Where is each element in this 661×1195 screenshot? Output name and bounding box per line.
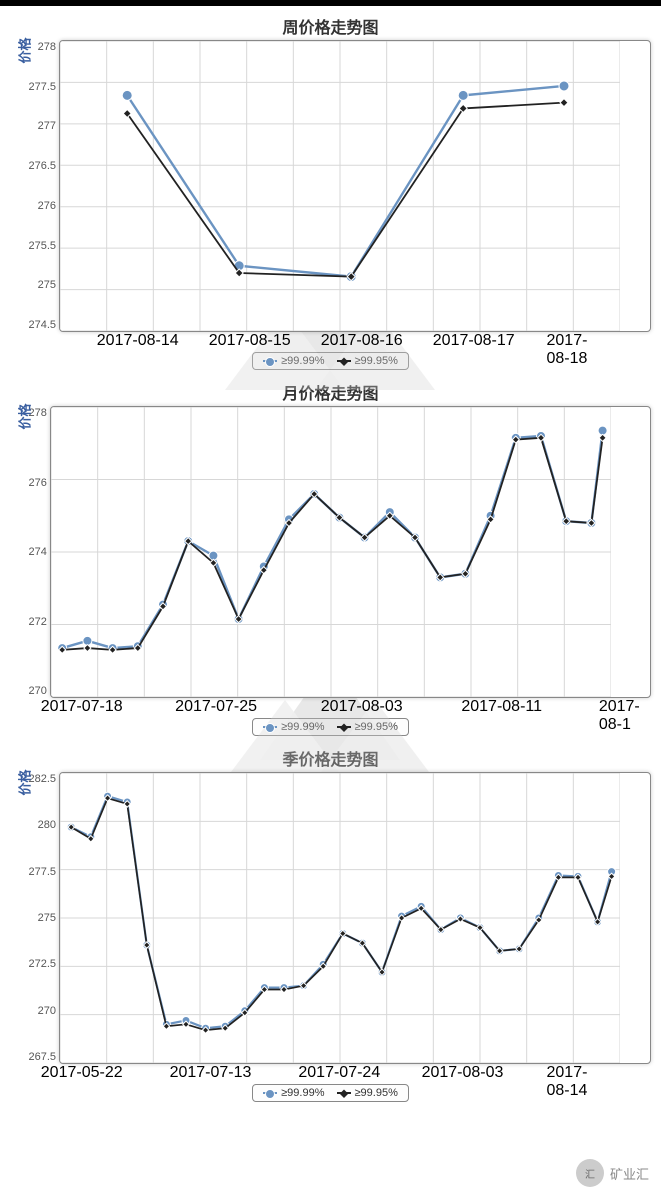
page-root: 矿业汇 MINING SINK 矿业汇 MINING SINK 周价格走势图 价… [0, 0, 661, 1195]
chart-title: 季价格走势图 [11, 746, 651, 770]
ytick-label: 270 [38, 1005, 56, 1017]
ytick-label: 275 [38, 279, 56, 291]
charts-container: 周价格走势图 价格 278 277.5 277 276.5 276 275.5 275 274… [0, 14, 661, 1102]
legend-item: ≥99.99% [263, 721, 324, 733]
chart-quarterly: 季价格走势图 价格 282.5280277.5275272.5270267.5 … [11, 746, 651, 1102]
legend-label: ≥99.95% [355, 721, 398, 733]
plot-wrap: 价格 278 277.5 277 276.5 276 275.5 275 274.5 [11, 40, 651, 332]
plot-area [59, 772, 650, 1064]
xtick-label: 2017-05-22 [41, 1064, 123, 1082]
ytick-label: 276 [38, 200, 56, 212]
legend-label: ≥99.99% [281, 721, 324, 733]
ytick-label: 277.5 [29, 866, 57, 878]
xtick-label: 2017-08-16 [321, 332, 403, 350]
xtick-label: 2017-08-17 [433, 332, 515, 350]
ytick-column: 282.5280277.5275272.5270267.5 [29, 773, 60, 1063]
ytick-label: 272.5 [29, 958, 57, 970]
y-axis-label: 价格 [11, 407, 29, 697]
xtick-label: 2017-07-13 [170, 1064, 252, 1082]
y-axis-label: 价格 [11, 773, 29, 1063]
xtick-label: 2017-08-03 [422, 1064, 504, 1082]
legend-label: ≥99.95% [355, 1087, 398, 1099]
ytick-column: 278 277.5 277 276.5 276 275.5 275 274.5 [29, 41, 60, 331]
ytick-label: 278 [38, 41, 56, 53]
ytick-label: 272 [29, 616, 47, 628]
xtick-label: 2017-08-03 [321, 698, 403, 716]
xtick-label: 2017-07-24 [298, 1064, 380, 1082]
footer-attribution: 汇 矿业汇 [576, 1159, 649, 1187]
xtick-label: 2017-08-18 [547, 332, 603, 368]
legend: ≥99.99% ≥99.95% [252, 352, 409, 370]
plot-wrap: 价格 278276274272270 [11, 406, 651, 698]
legend-item: ≥99.95% [337, 1087, 398, 1099]
xtick-label: 2017-07-18 [41, 698, 123, 716]
xtick-label: 2017-08-15 [209, 332, 291, 350]
ytick-label: 276.5 [29, 160, 57, 172]
ytick-label: 277.5 [29, 81, 57, 93]
ytick-label: 270 [29, 685, 47, 697]
legend-item: ≥99.95% [337, 721, 398, 733]
footer-text: 矿业汇 [610, 1164, 649, 1183]
legend-label: ≥99.95% [355, 355, 398, 367]
xtick-label: 2017-08-14 [97, 332, 179, 350]
xtick-row: 2017-05-222017-07-132017-07-242017-08-03… [71, 1064, 631, 1080]
ytick-label: 275 [38, 912, 56, 924]
xtick-label: 2017-08-14 [547, 1064, 603, 1100]
legend-label: ≥99.99% [281, 355, 324, 367]
ytick-label: 267.5 [29, 1051, 57, 1063]
chart-title: 周价格走势图 [11, 14, 651, 38]
xtick-row: 2017-07-182017-07-252017-08-032017-08-11… [71, 698, 631, 714]
top-bar [0, 0, 661, 6]
footer-avatar-icon: 汇 [576, 1159, 604, 1187]
xtick-row: 2017-08-14 2017-08-15 2017-08-16 2017-08-17… [71, 332, 631, 348]
legend: ≥99.99% ≥99.95% [252, 718, 409, 736]
y-axis-label: 价格 [11, 41, 29, 331]
plot-wrap: 价格 282.5280277.5275272.5270267.5 [11, 772, 651, 1064]
ytick-label: 276 [29, 477, 47, 489]
ytick-label: 274.5 [29, 319, 57, 331]
plot-area [59, 40, 650, 332]
legend-item: ≥99.99% [263, 355, 324, 367]
legend-item: ≥99.99% [263, 1087, 324, 1099]
xtick-label: 2017-08-11 [461, 698, 542, 716]
ytick-label: 277 [38, 120, 56, 132]
ytick-label: 275.5 [29, 240, 57, 252]
legend-label: ≥99.99% [281, 1087, 324, 1099]
xtick-label: 2017-07-25 [175, 698, 257, 716]
plot-area [50, 406, 651, 698]
ytick-column: 278276274272270 [29, 407, 50, 697]
chart-title: 月价格走势图 [11, 380, 651, 404]
chart-monthly: 月价格走势图 价格 278276274272270 2017-07-182017… [11, 380, 651, 736]
ytick-label: 280 [38, 819, 56, 831]
xtick-label: 2017-08-1 [599, 698, 640, 734]
legend: ≥99.99% ≥99.95% [252, 1084, 409, 1102]
ytick-label: 274 [29, 546, 47, 558]
legend-item: ≥99.95% [337, 355, 398, 367]
chart-weekly: 周价格走势图 价格 278 277.5 277 276.5 276 275.5 275 274… [11, 14, 651, 370]
